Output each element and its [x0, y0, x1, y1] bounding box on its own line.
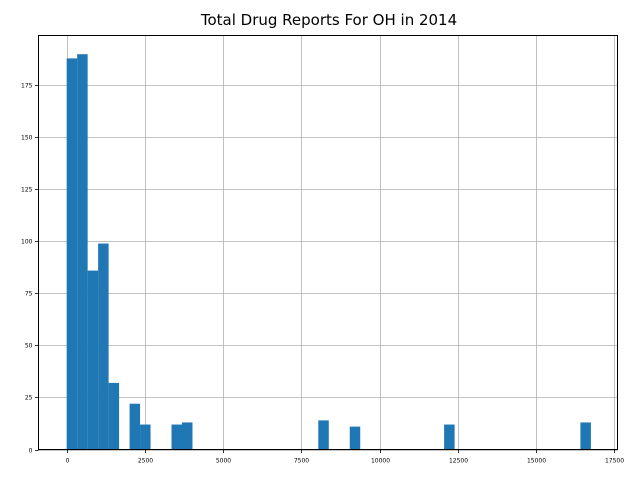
- x-tick-label: 0: [66, 458, 70, 465]
- x-tick-label: 10000: [371, 458, 390, 465]
- x-tick-label: 7500: [294, 458, 309, 465]
- axes-frame: [38, 35, 618, 450]
- y-tick-label: 125: [21, 187, 33, 194]
- histogram-bar: [580, 422, 591, 450]
- histogram-bar: [140, 424, 151, 450]
- y-tick-label: 100: [21, 239, 33, 246]
- x-tick-label: 5000: [216, 458, 231, 465]
- axis-ticks: 0 2500 5000 7500 10000 12500 15000 17500 0 25 50 75…: [21, 83, 624, 465]
- x-tick-label: 12500: [449, 458, 468, 465]
- y-tick-label: 175: [21, 83, 33, 90]
- histogram-bar: [181, 422, 193, 450]
- x-tick-label: 2500: [138, 458, 153, 465]
- histogram-bar: [87, 270, 99, 450]
- chart-title: Total Drug Reports For OH in 2014: [200, 11, 458, 29]
- histogram-bar: [98, 243, 109, 450]
- histogram-bar: [77, 54, 88, 450]
- histogram-bar: [349, 426, 361, 450]
- histogram-bar: [444, 424, 455, 450]
- histogram-bars: [66, 54, 591, 450]
- y-tick-label: 50: [25, 343, 33, 350]
- y-tick-label: 25: [25, 395, 33, 402]
- histogram-bar: [66, 58, 78, 450]
- histogram-bar: [318, 420, 329, 450]
- x-tick-label: 15000: [527, 458, 546, 465]
- grid-lines: [38, 35, 618, 451]
- x-tick-label: 17500: [605, 458, 624, 465]
- histogram-bar: [171, 424, 182, 450]
- y-tick-label: 0: [29, 448, 33, 455]
- histogram-bar: [108, 382, 120, 450]
- y-tick-label: 75: [25, 291, 33, 298]
- histogram-bar: [129, 403, 141, 450]
- y-tick-label: 150: [21, 135, 33, 142]
